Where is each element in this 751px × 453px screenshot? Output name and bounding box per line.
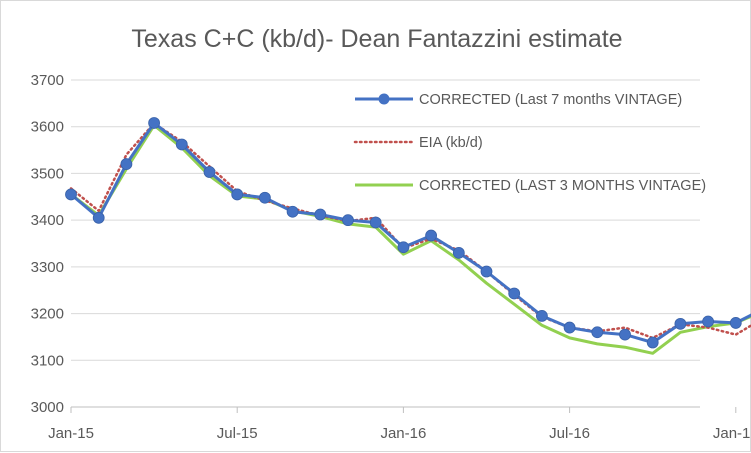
data-point xyxy=(509,288,520,299)
data-point xyxy=(453,247,464,258)
data-point xyxy=(343,215,354,226)
y-tick-label: 3700 xyxy=(31,72,64,89)
data-point xyxy=(259,192,270,203)
data-point xyxy=(176,139,187,150)
legend-label-2: CORRECTED (LAST 3 MONTHS VINTAGE) xyxy=(419,178,706,194)
legend: CORRECTED (Last 7 months VINTAGE) EIA (kb… xyxy=(355,92,706,194)
x-tick-label: Jul-16 xyxy=(549,425,590,442)
legend-label-1: EIA (kb/d) xyxy=(419,135,483,151)
legend-label-0: CORRECTED (Last 7 months VINTAGE) xyxy=(419,92,682,108)
series-layer xyxy=(66,117,751,353)
data-point xyxy=(564,322,575,333)
data-point xyxy=(149,117,160,128)
x-tick-label: Jan-15 xyxy=(48,425,94,442)
y-axis-ticks: 3000 3100 3200 3300 3400 3500 3600 3700 xyxy=(31,72,64,416)
series-line-1 xyxy=(71,123,751,338)
data-point xyxy=(93,212,104,223)
data-point xyxy=(647,337,658,348)
data-point xyxy=(620,329,631,340)
x-axis: Jan-15 Jul-15 Jan-16 Jul-16 Jan-17 xyxy=(48,407,751,442)
y-tick-label: 3200 xyxy=(31,306,64,323)
y-tick-label: 3600 xyxy=(31,119,64,136)
y-tick-label: 3000 xyxy=(31,399,64,416)
series-line-0 xyxy=(71,123,751,343)
data-point xyxy=(287,206,298,217)
data-point xyxy=(121,159,132,170)
chart-title: Texas C+C (kb/d)- Dean Fantazzini estima… xyxy=(131,25,622,53)
y-tick-label: 3100 xyxy=(31,352,64,369)
gridlines xyxy=(71,80,700,360)
data-point xyxy=(66,189,77,200)
x-tick-label: Jan-17 xyxy=(713,425,751,442)
data-point xyxy=(536,310,547,321)
data-point xyxy=(370,217,381,228)
data-point xyxy=(398,242,409,253)
y-tick-label: 3500 xyxy=(31,165,64,182)
x-tick-label: Jul-15 xyxy=(217,425,258,442)
legend-marker xyxy=(379,94,390,105)
data-point xyxy=(675,318,686,329)
data-point xyxy=(232,189,243,200)
data-point xyxy=(481,266,492,277)
y-tick-label: 3400 xyxy=(31,212,64,229)
data-point xyxy=(204,167,215,178)
data-point xyxy=(703,316,714,327)
x-tick-label: Jan-16 xyxy=(380,425,426,442)
data-point xyxy=(592,327,603,338)
series-line-2 xyxy=(71,125,751,353)
data-point xyxy=(426,230,437,241)
data-point xyxy=(730,317,741,328)
data-point xyxy=(315,209,326,220)
y-tick-label: 3300 xyxy=(31,259,64,276)
